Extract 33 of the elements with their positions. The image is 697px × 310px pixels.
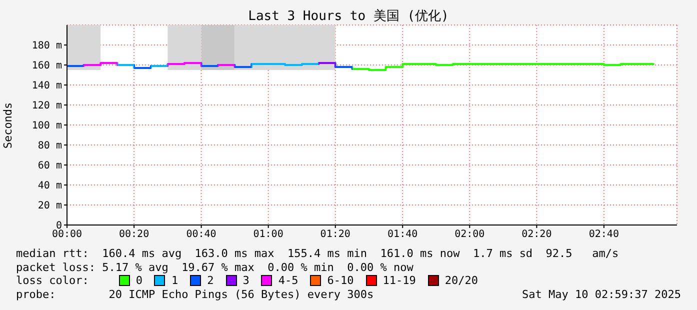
y-tick-label: 120 m	[32, 100, 62, 112]
y-tick-label: 180 m	[32, 40, 62, 52]
text: probe: 20 ICMP Echo Pings (56 Bytes) every 300s	[16, 288, 374, 301]
legend-label: 4-5	[277, 274, 298, 288]
x-tick-label: 01:40	[388, 229, 418, 240]
legend-label: 20/20	[444, 274, 478, 288]
legend-title: loss color:	[16, 274, 89, 288]
y-tick-label: 160 m	[32, 60, 62, 72]
x-tick-label: 01:00	[253, 229, 284, 240]
y-tick-label: 20 m	[38, 200, 62, 212]
y-axis-title: Seconds	[2, 102, 15, 148]
x-tick-label: 00:00	[52, 229, 82, 240]
legend-label: 0	[134, 274, 142, 288]
legend-label: 1	[170, 274, 178, 288]
text: median rtt: 160.4 ms avg 163.0 ms max 155.4 ms min 161.0 ms now 1.7 ms sd 92.5 am/s	[16, 247, 620, 260]
legend-label: 3	[242, 274, 250, 288]
x-tick-label: 02:00	[454, 229, 485, 240]
legend-label: 11-19	[382, 274, 416, 288]
y-tick-label: 40 m	[38, 180, 62, 192]
y-tick-label: 80 m	[38, 140, 62, 152]
chart-title: Last 3 Hours to 美国 (优化)	[247, 8, 450, 25]
y-tick-label: 60 m	[38, 160, 62, 172]
text: Sat May 10 02:59:37 2025	[522, 288, 681, 301]
x-tick-label: 00:40	[186, 229, 216, 240]
x-tick-label: 00:20	[118, 229, 150, 240]
x-tick-label: 02:20	[522, 229, 552, 240]
text: packet loss: 5.17 % avg 19.67 % max 0.00 % min 0.00 % now	[16, 260, 414, 274]
legend-label: 2	[206, 274, 214, 288]
y-tick-label: 140 m	[32, 80, 62, 92]
legend-label: 6-10	[326, 274, 354, 288]
y-tick-label: 100 m	[32, 120, 62, 132]
x-tick-label: 01:20	[320, 229, 350, 240]
x-tick-label: 02:40	[588, 229, 619, 240]
